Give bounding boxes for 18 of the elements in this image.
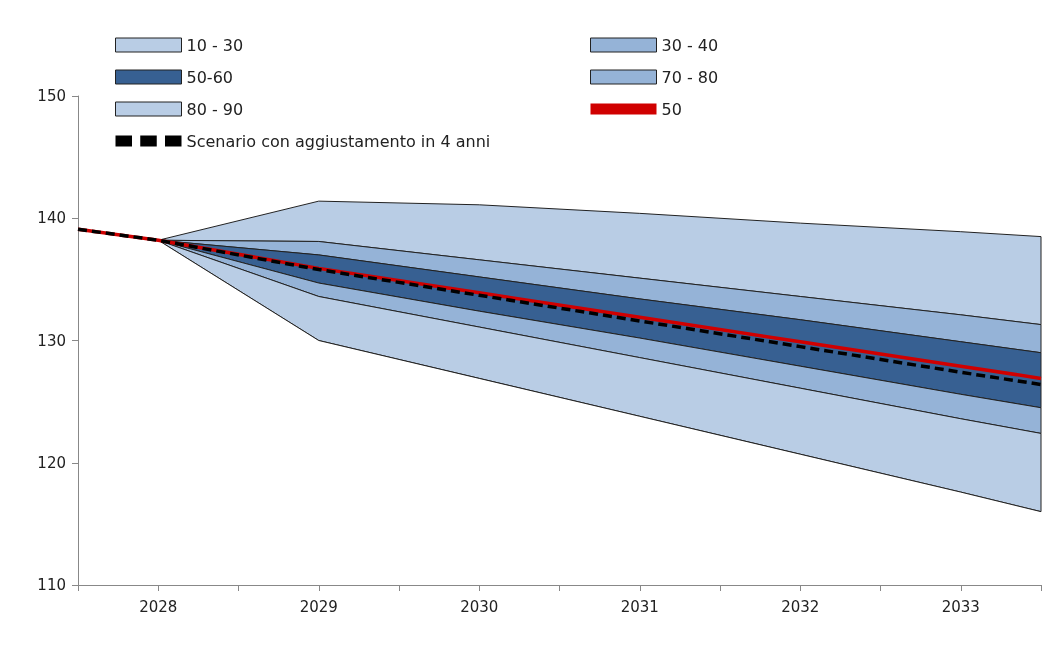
legend-label: 50-60 bbox=[186, 67, 233, 87]
y-tick-label: 150 bbox=[37, 87, 66, 105]
x-tick-label: 2028 bbox=[139, 597, 178, 616]
legend-label: 30 - 40 bbox=[661, 35, 719, 55]
y-tick-label: 120 bbox=[37, 453, 66, 472]
x-tick-label: 2031 bbox=[620, 597, 659, 616]
legend-label: Scenario con aggiustamento in 4 anni bbox=[186, 131, 491, 151]
legend-label: 80 - 90 bbox=[186, 99, 244, 119]
y-tick-label: 130 bbox=[37, 331, 66, 350]
legend-label: 70 - 80 bbox=[661, 67, 719, 87]
y-tick-label: 110 bbox=[37, 576, 66, 594]
legend-label: 50 bbox=[661, 99, 682, 119]
x-tick-label: 2033 bbox=[941, 597, 980, 616]
x-tick-label: 2029 bbox=[299, 597, 338, 616]
y-tick-label: 140 bbox=[37, 209, 66, 228]
x-tick-label: 2032 bbox=[781, 597, 820, 616]
x-tick-label: 2030 bbox=[460, 597, 499, 616]
legend-label: 10 - 30 bbox=[186, 35, 244, 55]
